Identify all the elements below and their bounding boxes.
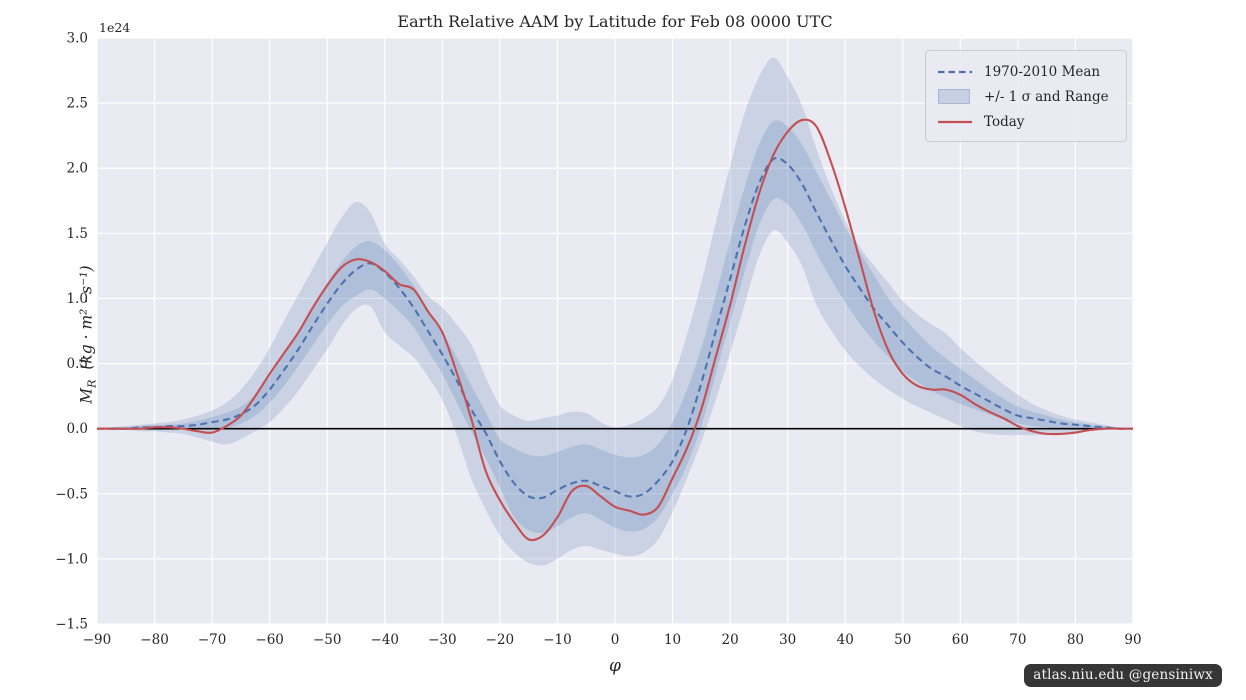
y-label-units: (kg · m² · s⁻¹) (77, 265, 96, 370)
y-offset-label: 1e24 (99, 20, 131, 35)
x-tick-label: −40 (371, 632, 400, 648)
sigma-band (97, 120, 1133, 534)
y-tick-label: −0.5 (55, 486, 88, 502)
y-tick-label: 2.5 (67, 96, 88, 112)
x-tick-label: 90 (1124, 632, 1141, 648)
y-tick-label: −1.5 (55, 617, 88, 633)
y-tick-label: 1.5 (67, 226, 88, 242)
today-solid-line-sample (938, 119, 972, 125)
x-tick-label: −80 (140, 632, 169, 648)
mean-dashed-line-sample (938, 69, 972, 75)
sigma-band-swatch (938, 89, 972, 104)
legend-label-mean: 1970-2010 Mean (984, 63, 1101, 80)
legend-label-today: Today (984, 113, 1025, 130)
x-tick-label: 80 (1067, 632, 1084, 648)
legend-label-band: +/- 1 σ and Range (984, 88, 1109, 105)
x-tick-label: 70 (1009, 632, 1026, 648)
range-band (97, 57, 1133, 566)
y-axis-label: MR (kg · m² · s⁻¹) (77, 185, 98, 485)
x-tick-label: −60 (255, 632, 284, 648)
legend-item-mean: 1970-2010 Mean (938, 59, 1116, 84)
y-tick-label: 3.0 (67, 31, 88, 47)
x-tick-label: −30 (428, 632, 457, 648)
x-tick-label: 30 (779, 632, 796, 648)
x-tick-label: −10 (543, 632, 572, 648)
y-tick-label: 0.5 (67, 356, 88, 372)
y-tick-label: 1.0 (67, 291, 88, 307)
y-label-subscript: R (85, 379, 99, 388)
legend-item-band: +/- 1 σ and Range (938, 84, 1116, 109)
x-axis-label: φ (609, 656, 621, 676)
legend-item-today: Today (938, 109, 1116, 134)
x-tick-label: 10 (664, 632, 681, 648)
x-tick-label: −50 (313, 632, 342, 648)
x-tick-label: −90 (83, 632, 112, 648)
x-tick-label: 60 (952, 632, 969, 648)
chart-title: Earth Relative AAM by Latitude for Feb 0… (397, 12, 833, 31)
mean-line (97, 156, 1134, 500)
y-tick-label: 0.0 (67, 421, 88, 437)
x-tick-label: 0 (611, 632, 620, 648)
y-tick-label: 2.0 (67, 161, 88, 177)
watermark-badge: atlas.niu.edu @gensiniwx (1024, 664, 1222, 687)
x-tick-label: 40 (837, 632, 854, 648)
today-line (97, 118, 1133, 542)
legend: 1970-2010 Mean +/- 1 σ and Range Today (925, 50, 1127, 142)
x-tick-label: −70 (198, 632, 227, 648)
y-tick-label: −1.0 (55, 551, 88, 567)
x-tick-label: 50 (894, 632, 911, 648)
x-tick-label: 20 (722, 632, 739, 648)
x-tick-label: −20 (486, 632, 515, 648)
y-label-symbol: M (77, 387, 96, 404)
